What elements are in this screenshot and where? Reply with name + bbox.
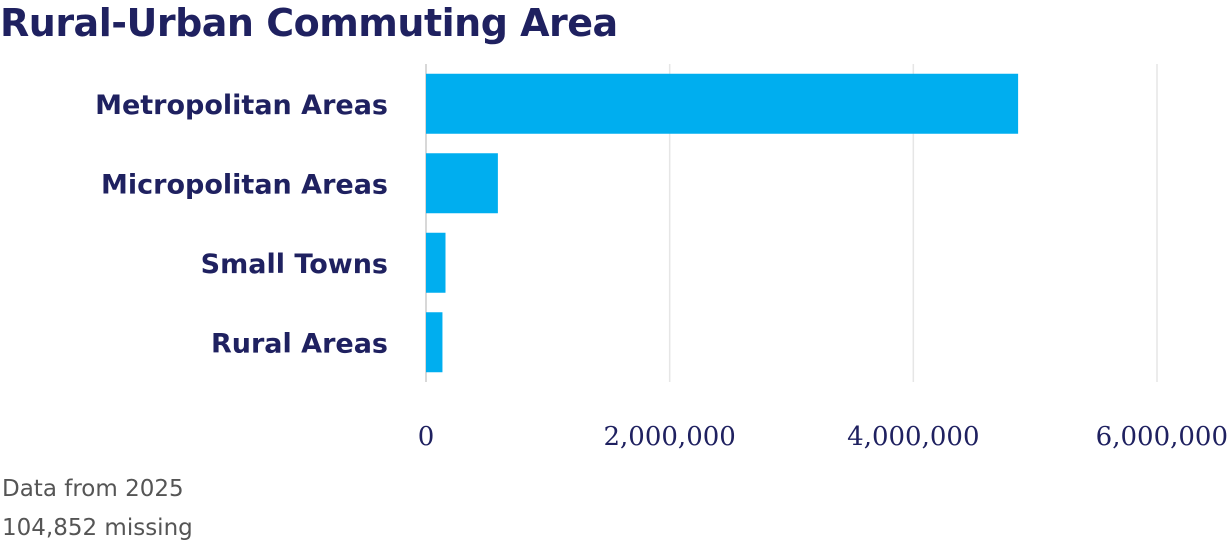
bar (426, 73, 1019, 134)
bar (426, 153, 498, 214)
missing-count-note: 104,852 missing (2, 515, 193, 541)
x-tick-labels: 0 2,000,000 4,000,000 6,000,000 (418, 422, 1228, 452)
chart-title: Rural-Urban Commuting Area (0, 1, 618, 45)
x-tick-label: 4,000,000 (847, 422, 979, 452)
bar (426, 312, 443, 373)
bar (426, 232, 446, 293)
category-label: Small Towns (201, 249, 388, 280)
category-label: Micropolitan Areas (101, 169, 388, 200)
bars (426, 73, 1019, 373)
category-label: Metropolitan Areas (95, 90, 388, 121)
x-tick-label: 2,000,000 (604, 422, 736, 452)
x-tick-label: 6,000,000 (1096, 422, 1228, 452)
category-labels: Metropolitan Areas Micropolitan Areas Smal… (95, 90, 388, 360)
category-label: Rural Areas (211, 328, 388, 359)
x-tick-label: 0 (418, 422, 435, 452)
bar-chart: Metropolitan Areas Micropolitan Areas Smal… (95, 64, 1228, 452)
data-year-note: Data from 2025 (2, 476, 184, 502)
